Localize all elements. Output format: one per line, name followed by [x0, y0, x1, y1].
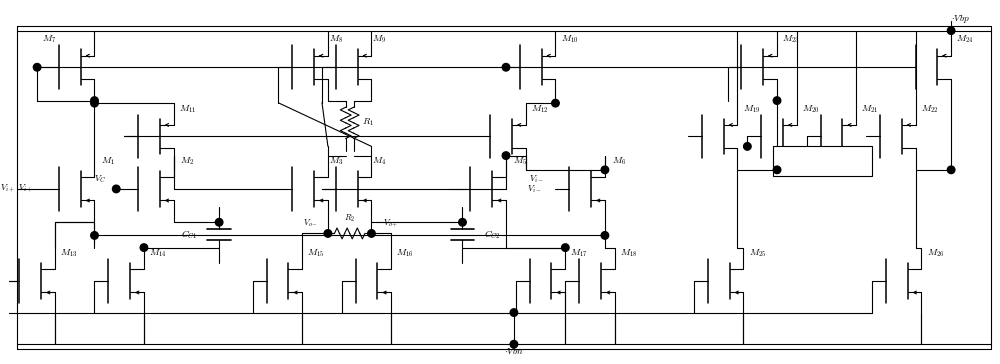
Circle shape	[112, 185, 120, 193]
Circle shape	[33, 63, 41, 71]
Text: $M_4$: $M_4$	[372, 155, 386, 167]
Text: $M_{20}$: $M_{20}$	[802, 103, 819, 115]
Circle shape	[324, 230, 332, 237]
Text: $M_5$: $M_5$	[513, 155, 527, 167]
Text: $R_2$: $R_2$	[344, 213, 355, 224]
Text: $M_{16}$: $M_{16}$	[396, 248, 414, 259]
Circle shape	[773, 97, 781, 104]
Text: $M_{12}$: $M_{12}$	[531, 103, 548, 115]
Text: $M_3$: $M_3$	[329, 155, 343, 167]
Text: $Vref$: $Vref$	[812, 155, 833, 167]
Text: $M_1$: $M_1$	[101, 155, 115, 167]
Circle shape	[552, 99, 559, 107]
Text: $V_{o-}$: $V_{o-}$	[303, 218, 318, 229]
Text: $C_{C1}$: $C_{C1}$	[181, 229, 197, 241]
Text: $R_1$: $R_1$	[362, 116, 373, 128]
Text: $M_8$: $M_8$	[329, 34, 343, 46]
Circle shape	[601, 232, 609, 239]
Circle shape	[502, 152, 510, 159]
Text: $V_{o+}$: $V_{o+}$	[383, 218, 399, 230]
Circle shape	[744, 143, 751, 150]
Text: $M_2$: $M_2$	[180, 155, 195, 167]
Circle shape	[773, 166, 781, 174]
Text: $\cdot Vbn$: $\cdot Vbn$	[504, 346, 524, 356]
Text: $M_{10}$: $M_{10}$	[561, 34, 578, 46]
FancyBboxPatch shape	[773, 146, 872, 176]
Text: $M_{24}$: $M_{24}$	[956, 34, 974, 46]
Text: $M_{19}$: $M_{19}$	[743, 103, 760, 115]
Text: $V_{i-}$: $V_{i-}$	[529, 173, 544, 185]
Text: $M_{21}$: $M_{21}$	[861, 103, 879, 115]
Text: $M_{25}$: $M_{25}$	[749, 248, 766, 259]
Text: $M_6$: $M_6$	[612, 155, 626, 167]
Text: $V_{i-}$: $V_{i-}$	[527, 183, 542, 195]
Text: $V_{i+}$: $V_{i+}$	[18, 183, 33, 195]
Circle shape	[91, 97, 98, 104]
Text: $M_{18}$: $M_{18}$	[620, 248, 637, 259]
Text: $M_{26}$: $M_{26}$	[927, 248, 944, 259]
Circle shape	[601, 166, 609, 174]
Circle shape	[947, 166, 955, 174]
Circle shape	[947, 27, 955, 35]
Circle shape	[215, 218, 223, 226]
Text: $M_{14}$: $M_{14}$	[149, 248, 167, 259]
Text: $M_{23}$: $M_{23}$	[782, 34, 800, 46]
Circle shape	[510, 340, 518, 348]
Text: $M_{11}$: $M_{11}$	[179, 103, 196, 115]
Text: $M_9$: $M_9$	[372, 34, 386, 46]
Text: $V_C$: $V_C$	[94, 173, 106, 185]
Circle shape	[562, 244, 569, 252]
Text: $C_{C2}$: $C_{C2}$	[484, 229, 501, 241]
Circle shape	[91, 99, 98, 107]
Circle shape	[459, 218, 466, 226]
Text: $M_{22}$: $M_{22}$	[921, 103, 938, 115]
Text: $M_{13}$: $M_{13}$	[60, 248, 78, 259]
Circle shape	[140, 244, 148, 252]
Circle shape	[502, 63, 510, 71]
Circle shape	[368, 230, 375, 237]
Text: $M_{15}$: $M_{15}$	[307, 248, 325, 259]
Circle shape	[91, 232, 98, 239]
Circle shape	[510, 309, 518, 316]
Text: $\cdot Vbp$: $\cdot Vbp$	[951, 13, 970, 25]
Text: $M_7$: $M_7$	[42, 34, 56, 46]
Text: $M_{17}$: $M_{17}$	[570, 248, 588, 259]
Text: $V_{i+}$: $V_{i+}$	[0, 183, 15, 195]
